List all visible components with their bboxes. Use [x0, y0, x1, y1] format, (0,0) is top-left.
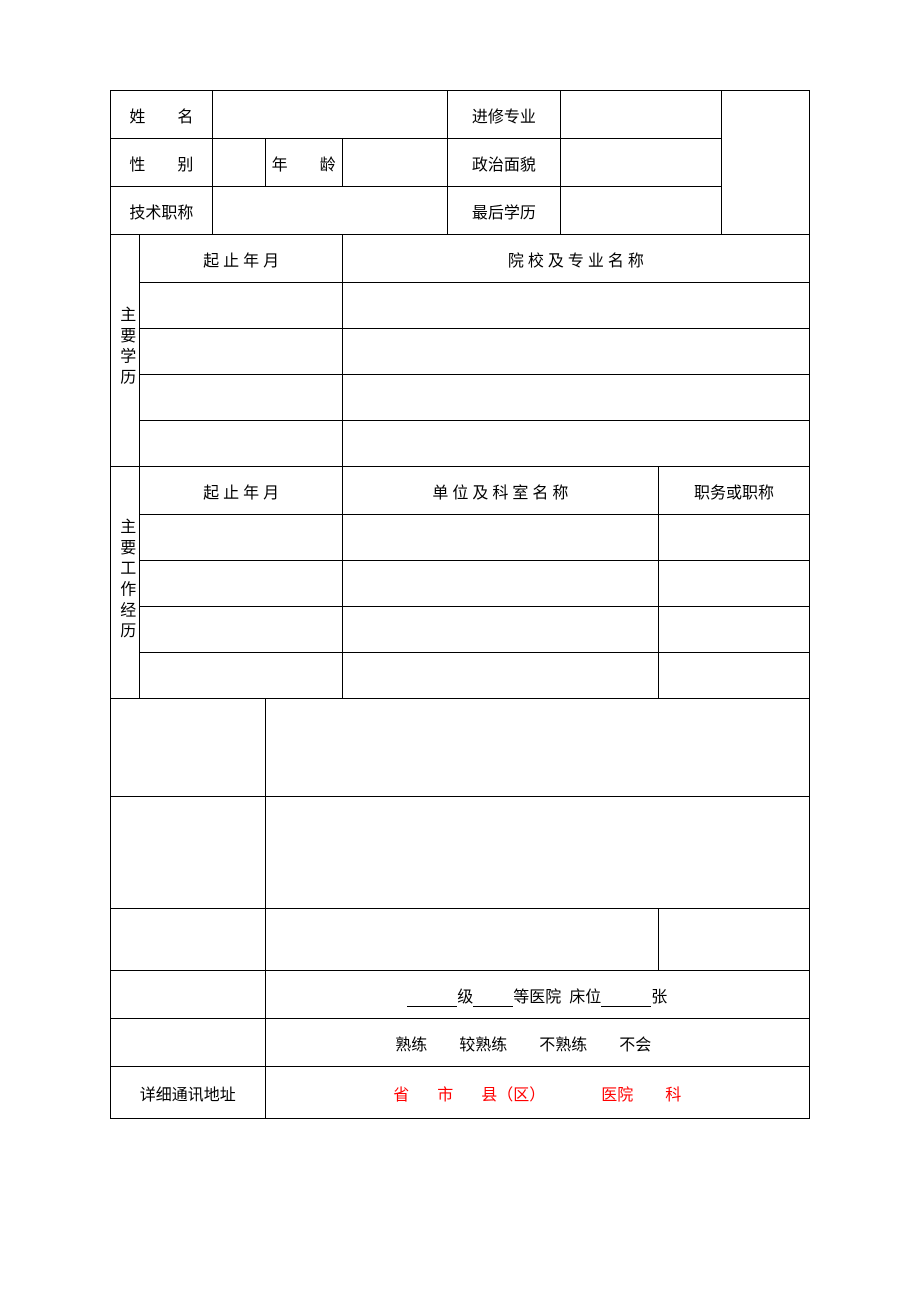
edu-row-3-school[interactable]: [342, 375, 809, 421]
field-major[interactable]: [560, 91, 722, 139]
edu-row-1-date[interactable]: [140, 283, 342, 329]
field-address[interactable]: 省 市 县（区） 医院 科: [265, 1067, 809, 1119]
work-row-3-date[interactable]: [140, 607, 342, 653]
label-work-position: 职务或职称: [658, 467, 809, 515]
addr-hospital: 医院: [601, 1087, 633, 1104]
label-edu-school: 院 校 及 专 业 名 称: [342, 235, 809, 283]
label-work-daterange: 起 止 年 月: [140, 467, 342, 515]
med-field-2[interactable]: [658, 909, 809, 971]
skill-options[interactable]: 熟练 较熟练 不熟练 不会: [265, 1019, 809, 1067]
work-row-4-unit[interactable]: [342, 653, 658, 699]
edu-row-3-date[interactable]: [140, 375, 342, 421]
work-row-4-pos[interactable]: [658, 653, 809, 699]
tall1-field[interactable]: [265, 699, 809, 797]
work-row-3-unit[interactable]: [342, 607, 658, 653]
work-row-4-date[interactable]: [140, 653, 342, 699]
field-tech-title[interactable]: [212, 187, 447, 235]
field-photo[interactable]: [722, 91, 810, 235]
label-address: 详细通讯地址: [111, 1067, 266, 1119]
label-work-section: 主要工作经历: [111, 467, 140, 699]
tall2-label: [111, 797, 266, 909]
addr-province: 省: [393, 1087, 409, 1104]
field-politics[interactable]: [560, 139, 722, 187]
med-field-1[interactable]: [265, 909, 658, 971]
work-row-3-pos[interactable]: [658, 607, 809, 653]
addr-dept: 科: [665, 1087, 681, 1104]
hospital-grade-field[interactable]: 级等医院 床位张: [265, 971, 809, 1019]
label-edu-daterange: 起 止 年 月: [140, 235, 342, 283]
label-edu-section: 主要学历: [111, 235, 140, 467]
work-row-2-pos[interactable]: [658, 561, 809, 607]
edu-row-4-school[interactable]: [342, 421, 809, 467]
work-row-2-date[interactable]: [140, 561, 342, 607]
work-row-1-date[interactable]: [140, 515, 342, 561]
field-age[interactable]: [342, 139, 447, 187]
addr-city: 市: [437, 1087, 453, 1104]
med-label: [111, 909, 266, 971]
hospital-grade-label: [111, 971, 266, 1019]
skill-label: [111, 1019, 266, 1067]
label-name: 姓 名: [111, 91, 213, 139]
work-row-2-unit[interactable]: [342, 561, 658, 607]
tall1-label: [111, 699, 266, 797]
option-cannot[interactable]: 不会: [619, 1031, 651, 1055]
work-row-1-pos[interactable]: [658, 515, 809, 561]
label-tech-title: 技术职称: [111, 187, 213, 235]
label-gender: 性 别: [111, 139, 213, 187]
label-age: 年 龄: [265, 139, 342, 187]
option-fairly-skilled[interactable]: 较熟练: [459, 1031, 507, 1055]
edu-row-1-school[interactable]: [342, 283, 809, 329]
work-row-1-unit[interactable]: [342, 515, 658, 561]
label-work-unit: 单 位 及 科 室 名 称: [342, 467, 658, 515]
option-not-skilled[interactable]: 不熟练: [539, 1031, 587, 1055]
tall2-field[interactable]: [265, 797, 809, 909]
addr-county: 县（区）: [481, 1087, 545, 1104]
edu-row-2-school[interactable]: [342, 329, 809, 375]
label-major: 进修专业: [448, 91, 560, 139]
field-final-edu[interactable]: [560, 187, 722, 235]
field-gender[interactable]: [212, 139, 265, 187]
option-skilled[interactable]: 熟练: [395, 1031, 427, 1055]
label-final-edu: 最后学历: [448, 187, 560, 235]
label-politics: 政治面貌: [448, 139, 560, 187]
field-name[interactable]: [212, 91, 447, 139]
edu-row-2-date[interactable]: [140, 329, 342, 375]
edu-row-4-date[interactable]: [140, 421, 342, 467]
application-form-table: 姓 名 进修专业 性 别 年 龄 政治面貌 技术职称 最后学历 主要学历 起 止…: [110, 90, 810, 1119]
